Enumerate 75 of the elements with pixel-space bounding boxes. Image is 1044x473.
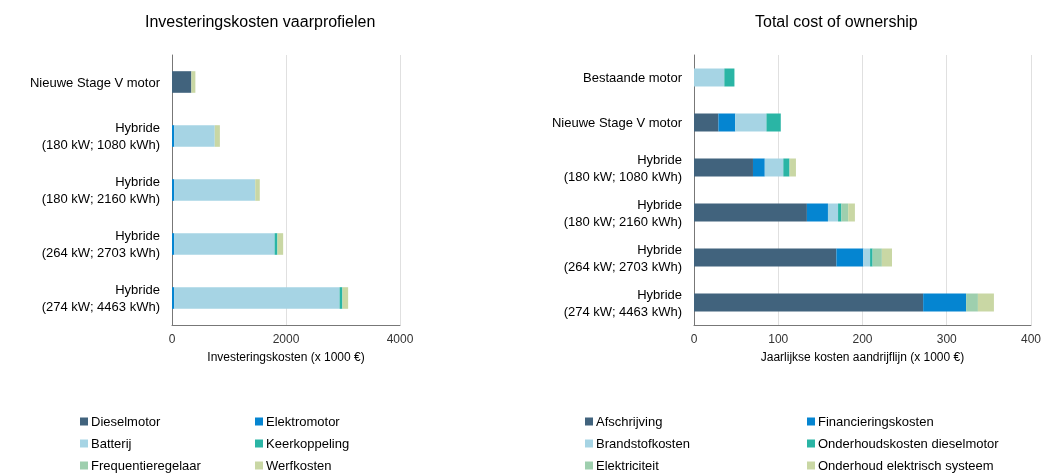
bar (174, 125, 215, 147)
bar (790, 158, 796, 177)
x-axis-title: Jaarlijkse kosten aandrijflijn (x 1000 €) (760, 350, 965, 364)
bar (863, 248, 871, 267)
legend-label: Elektromotor (266, 414, 341, 429)
x-tick-label: 400 (1020, 332, 1042, 346)
bar (694, 203, 807, 222)
bar (172, 179, 175, 201)
bar (836, 248, 864, 267)
bar (841, 203, 849, 222)
x-tick-label: 0 (168, 332, 176, 346)
x-tick-label: 200 (852, 332, 873, 346)
legend-label: Batterij (91, 436, 132, 451)
bar (881, 248, 892, 267)
bar (806, 203, 828, 222)
bar (966, 293, 978, 312)
bar (214, 125, 220, 147)
y-tick-label: Nieuwe Stage V motor (29, 74, 161, 90)
legend-label: Dieselmotor (91, 414, 162, 429)
bar (718, 113, 736, 132)
legend-label: Keerkoppeling (266, 436, 350, 451)
bar (735, 113, 767, 132)
chart-title: Total cost of ownership (755, 12, 918, 30)
legend-label: Brandstofkosten (596, 436, 690, 451)
bar (277, 233, 284, 255)
y-tick-label: Hybride (180 kW; 1080 kWh) (563, 151, 682, 184)
bar (752, 158, 765, 177)
legend-label: Onderhoud elektrisch systeem (818, 458, 994, 473)
bar (172, 71, 192, 93)
y-tick-label: Hybride (264 kW; 2703 kWh) (41, 228, 160, 260)
x-axis-title: Investeringskosten (x 1000 €) (207, 350, 365, 364)
bar (694, 113, 719, 132)
y-tick-label: Hybride (264 kW; 2703 kWh) (563, 241, 682, 274)
x-tick-label: 2000 (272, 332, 300, 346)
bar (174, 287, 340, 309)
legend-label: Financieringskosten (818, 414, 934, 429)
legend-label: Elektriciteit (596, 458, 660, 473)
bar (174, 179, 256, 201)
bar (694, 248, 837, 267)
bar (191, 71, 196, 93)
bar (172, 233, 175, 255)
bar (783, 158, 790, 177)
x-tick-label: 300 (936, 332, 958, 346)
bar (764, 158, 784, 177)
bar (827, 203, 839, 222)
y-tick-label: Hybride (180 kW; 2160 kWh) (41, 174, 160, 206)
bar (172, 287, 175, 309)
bar (872, 248, 882, 267)
y-tick-label: Hybride (180 kW; 2160 kWh) (563, 196, 682, 229)
y-tick-label: Bestaande motor (582, 70, 683, 85)
legend-label: Werfkosten (266, 458, 332, 473)
x-tick-label: 100 (768, 332, 789, 346)
y-tick-label: Hybride (180 kW; 1080 kWh) (41, 120, 160, 152)
bar (923, 293, 967, 312)
x-tick-label: 4000 (386, 332, 414, 346)
bar (174, 233, 275, 255)
bar (255, 179, 260, 201)
bar (724, 68, 735, 87)
chart-title: Investeringskosten vaarprofielen (145, 12, 376, 30)
y-tick-label: Nieuwe Stage V motor (551, 115, 683, 130)
bar (766, 113, 781, 132)
bar (977, 293, 994, 312)
bar (848, 203, 855, 222)
bar (870, 248, 873, 267)
bar (694, 293, 924, 312)
legend-label: Frequentieregelaar (91, 458, 202, 473)
legend-label: Onderhoudskosten dieselmotor (818, 436, 1000, 451)
x-tick-label: 0 (690, 332, 698, 346)
y-tick-label: Hybride (274 kW; 4463 kWh) (41, 282, 160, 314)
bar (172, 125, 175, 147)
bar (342, 287, 349, 309)
bar (694, 158, 753, 177)
bar (694, 68, 725, 87)
y-tick-label: Hybride (274 kW; 4463 kWh) (563, 286, 682, 319)
legend-label: Afschrijving (596, 414, 663, 429)
